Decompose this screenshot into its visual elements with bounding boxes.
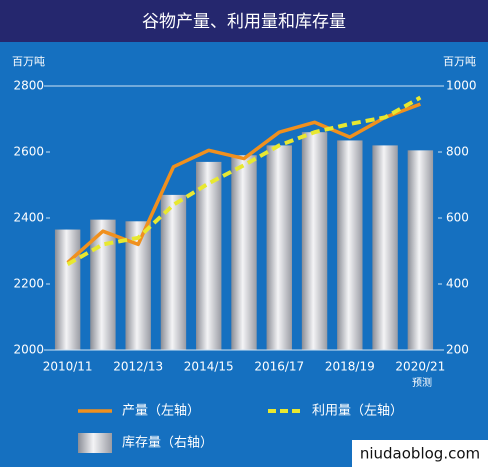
x-tick-label: 2016/17 (254, 360, 304, 374)
y-tick-label: 2000 (13, 343, 44, 357)
bar (301, 132, 328, 350)
legend-label: 产量（左轴） (122, 404, 200, 419)
x-tick-label: 2014/15 (184, 360, 234, 374)
x-tick-label: 2012/13 (113, 360, 163, 374)
y2-axis-label: 百万吨 (443, 55, 476, 68)
x-tick-label: 2018/19 (325, 360, 375, 374)
x-tick-label: 2020/21 (395, 360, 445, 374)
x-tick-label: 2010/11 (43, 360, 93, 374)
watermark-box (352, 440, 488, 467)
legend-label: 利用量（左轴） (312, 404, 403, 419)
legend-label: 库存量（右轴） (122, 435, 213, 451)
bar (372, 145, 398, 350)
chart-title: 谷物产量、利用量和库存量 (142, 12, 346, 32)
legend-swatch (78, 433, 112, 453)
y-axis-label: 百万吨 (12, 55, 45, 68)
y-tick-label: 2600 (13, 145, 44, 159)
bar (54, 229, 81, 350)
y-tick-label: 2200 (13, 277, 44, 291)
bar (337, 140, 363, 350)
bar (266, 145, 292, 350)
annotation: 预测 (412, 376, 432, 389)
bar (160, 194, 187, 350)
y-tick-label: 2800 (13, 79, 44, 93)
y2-tick-label: 600 (446, 211, 469, 225)
y-tick-label: 2400 (13, 211, 44, 225)
plot: 2000 2200 2400 2600 2800 200 400 600 800 1000 2010… (13, 79, 477, 453)
y2-tick-label: 800 (446, 145, 469, 159)
line (66, 95, 422, 266)
title-bar (0, 0, 488, 42)
bar (196, 161, 222, 350)
y2-tick-label: 1000 (446, 79, 477, 93)
y2-tick-label: 400 (446, 277, 469, 291)
bar (231, 155, 257, 350)
bar (407, 150, 434, 350)
watermark: niudaoblog.com (360, 445, 480, 463)
y2-tick-label: 200 (446, 343, 469, 357)
